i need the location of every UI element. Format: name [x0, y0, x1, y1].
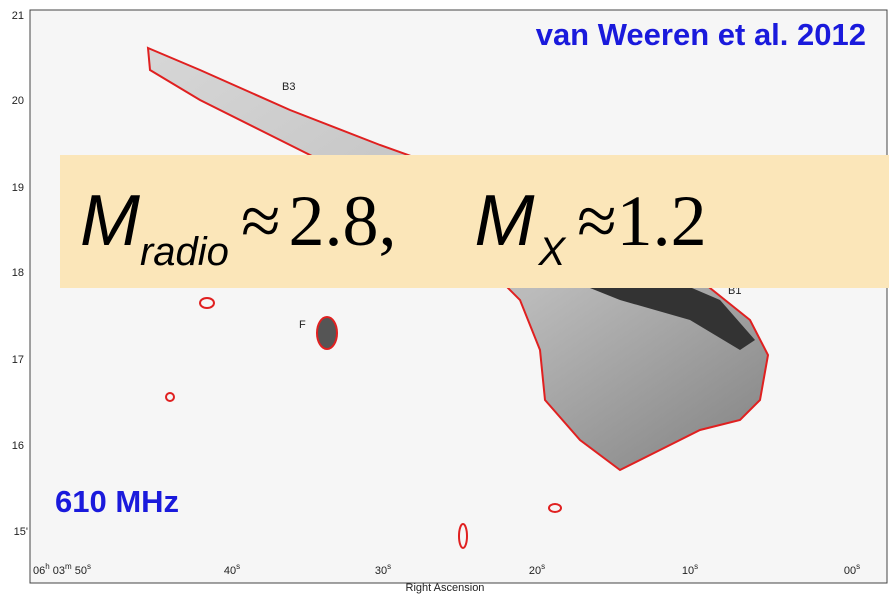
- y-tick-label: 15': [14, 526, 28, 538]
- x-tick-number: 40: [224, 565, 236, 577]
- y-tick-label: 16: [12, 440, 24, 452]
- source-label: F: [299, 319, 306, 331]
- symbol: M: [474, 181, 534, 261]
- x-tick-label: 06h 03m 50s: [33, 562, 91, 577]
- x-tick-number: 03: [50, 565, 65, 577]
- figure: B3 B2 B1 F 21 20 19 18 17 16 15' 06h 03m…: [0, 0, 889, 594]
- source-label: B3: [282, 81, 295, 93]
- source-f: [317, 317, 337, 349]
- y-tick-label: 17: [12, 354, 24, 366]
- y-tick-label: 21: [12, 10, 24, 22]
- x-tick-unit: s: [87, 562, 91, 571]
- x-axis-label: Right Ascension: [406, 582, 485, 594]
- subscript: radio: [140, 230, 229, 274]
- x-tick-number: 20: [529, 565, 541, 577]
- x-tick-number: 50: [72, 565, 87, 577]
- value: 1.2: [617, 181, 707, 261]
- x-tick-number: 10: [682, 565, 694, 577]
- y-tick-label: 20: [12, 95, 24, 107]
- x-tick-number: 06: [33, 565, 45, 577]
- x-tick-unit: s: [387, 562, 391, 571]
- credit: van Weeren et al. 2012: [536, 17, 866, 52]
- x-tick-unit: s: [856, 562, 860, 571]
- x-tick-unit: s: [541, 562, 545, 571]
- y-tick-label: 19: [12, 182, 24, 194]
- value: 2.8,: [288, 181, 396, 261]
- x-tick-unit: s: [694, 562, 698, 571]
- x-tick-number: 30: [375, 565, 387, 577]
- frequency: 610 MHz: [55, 484, 179, 519]
- symbol: M: [80, 181, 140, 261]
- subscript: X: [537, 230, 566, 274]
- approx: ≈: [241, 181, 281, 261]
- x-tick-unit: s: [236, 562, 240, 571]
- y-axis: 21 20 19 18 17 16 15': [12, 10, 28, 538]
- approx: ≈: [577, 181, 617, 261]
- x-tick-number: 00: [844, 565, 856, 577]
- y-tick-label: 18: [12, 267, 24, 279]
